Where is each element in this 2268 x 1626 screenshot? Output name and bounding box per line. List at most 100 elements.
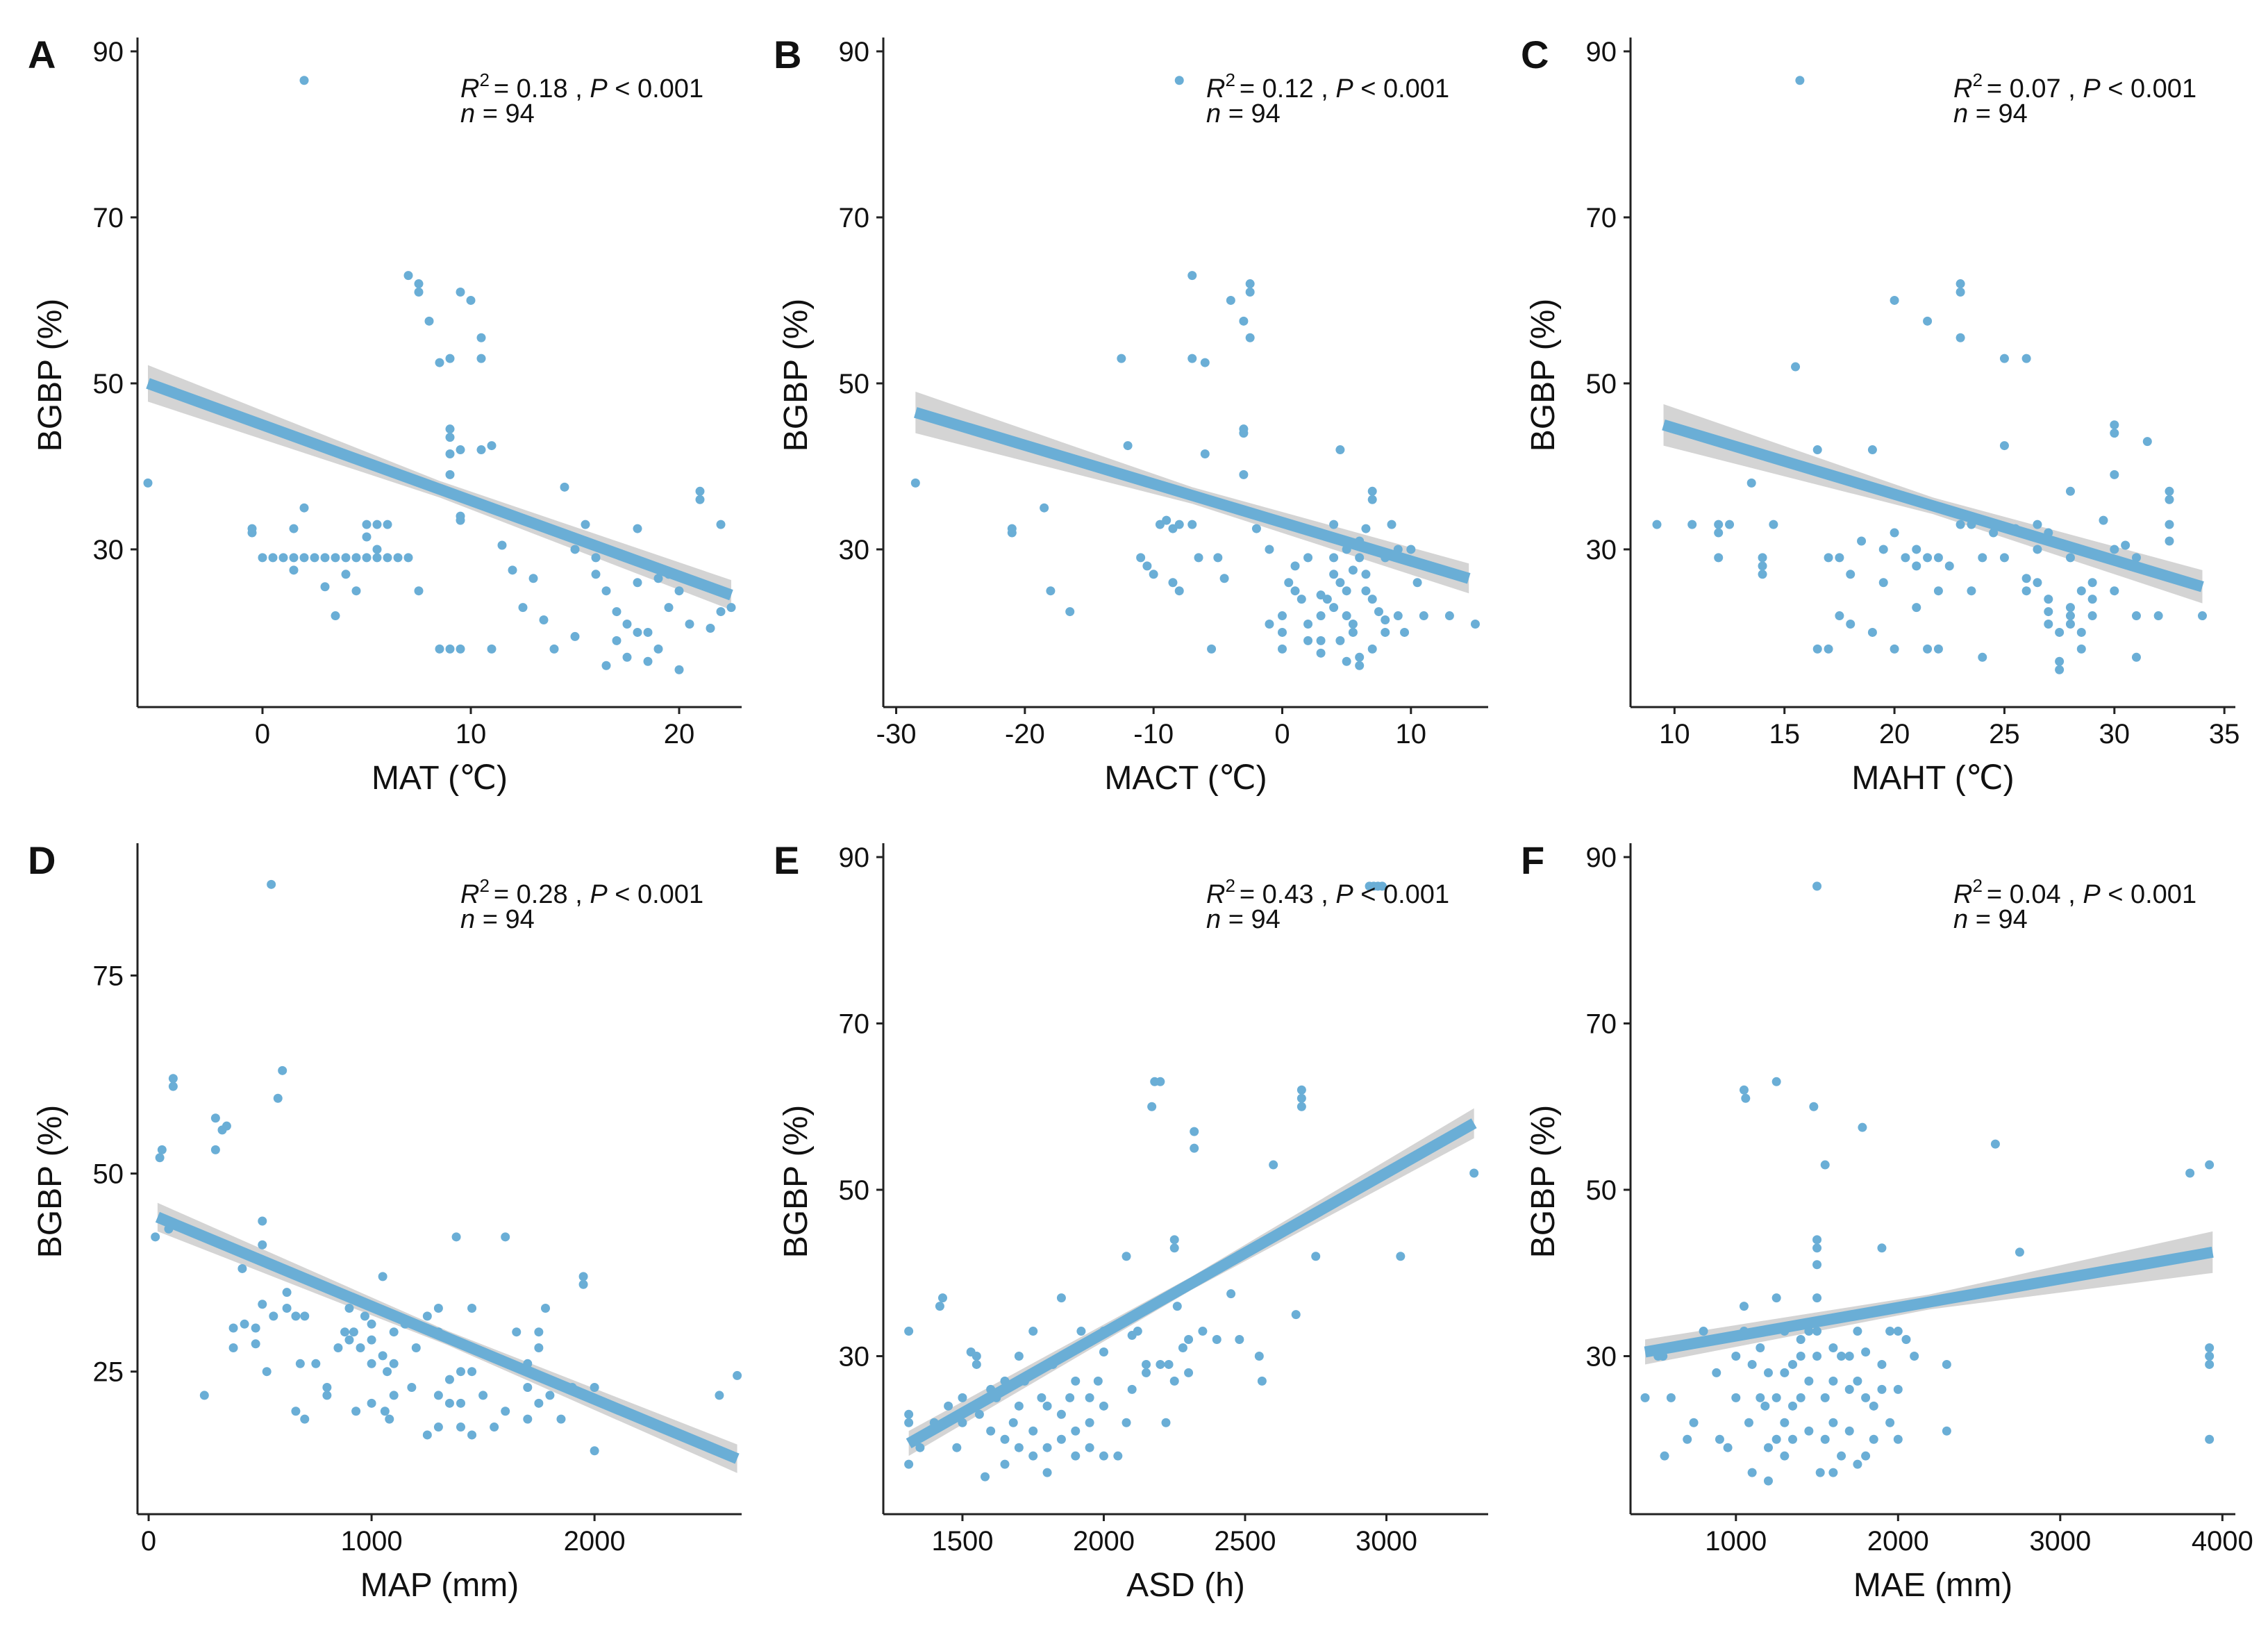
data-point [664,603,674,613]
data-point [2065,603,2075,613]
y-tick-label: 50 [839,369,870,399]
p-value: < 0.001 [1353,74,1449,103]
data-point [389,1327,399,1337]
data-point [467,1430,477,1440]
data-point [341,570,351,579]
data-point [1174,520,1184,529]
data-point [2165,520,2174,529]
data-point [695,495,705,504]
data-point [1303,620,1313,629]
data-point [2205,1343,2215,1352]
r2-value: = 0.28 , [494,880,590,909]
data-point [1769,520,1778,529]
data-point [2205,1351,2215,1361]
data-point [1739,1302,1749,1311]
data-point [1758,553,1767,563]
data-point [487,441,497,451]
data-point [1853,1327,1862,1336]
data-point [2021,574,2031,583]
data-point [904,1409,914,1419]
data-point [258,553,267,563]
data-point [456,1422,465,1432]
data-point [1265,545,1274,554]
x-tick-label: -10 [1133,719,1174,749]
n-value: = 94 [475,99,535,128]
data-point [1093,1376,1103,1386]
data-point [1715,1434,1724,1444]
data-point [487,644,497,654]
data-point [1071,1451,1081,1461]
data-point [356,1343,365,1352]
data-point [612,607,622,617]
data-point [1007,524,1017,533]
y-axis-title: BGBP (%) [778,1105,815,1259]
data-point [915,1443,925,1452]
data-point [590,1446,599,1456]
data-point [1367,495,1377,504]
data-point [467,1367,477,1377]
data-point [240,1319,249,1329]
data-point [367,1335,376,1345]
n-symbol: n [1953,99,1968,128]
data-point [380,1407,390,1416]
data-point [151,1232,160,1242]
data-point [1885,1327,1895,1336]
data-point [1923,553,1933,563]
data-point [456,1398,465,1408]
data-point [512,1327,522,1337]
data-point [1791,362,1801,372]
data-point [497,540,507,550]
data-point [1190,1127,1199,1136]
data-point [1804,1426,1814,1436]
data-point [591,570,601,579]
data-point [445,644,455,654]
data-point [2021,586,2031,596]
p-value: < 0.001 [1353,880,1449,909]
data-point [1290,561,1300,571]
data-point [1117,354,1126,363]
y-tick-label: 90 [839,843,870,873]
x-tick-label: 2500 [1214,1526,1276,1557]
data-point [362,532,372,542]
data-point [1763,1476,1773,1486]
data-point [1184,1335,1194,1345]
data-point [1812,1235,1822,1245]
y-axis-title: BGBP (%) [32,1105,69,1259]
data-point [1198,1327,1208,1336]
data-point [1190,1143,1199,1153]
data-point [262,1367,272,1377]
x-tick-label: 2000 [564,1526,626,1557]
data-point [501,1232,510,1242]
data-point [1113,1451,1123,1461]
data-point [1348,627,1358,637]
data-point [1213,553,1223,563]
r2-symbol: R [1206,74,1225,103]
regression-line [914,407,1471,584]
data-point [1756,1393,1765,1402]
data-point [1342,611,1351,621]
data-point [1771,1434,1781,1444]
data-point [1099,1451,1108,1461]
data-point [2033,545,2042,554]
n-annotation: n = 94 [1953,99,2028,128]
data-point [653,644,663,654]
data-point [1956,279,1965,289]
data-point [1367,486,1377,496]
data-point [466,295,476,305]
data-point [1245,333,1255,342]
data-point [1795,76,1805,85]
data-point [633,578,642,588]
r2-superscript: 2 [479,69,489,90]
data-point [1933,553,1943,563]
data-point [228,1323,238,1333]
data-point [1824,553,1833,563]
data-point [1820,1393,1830,1402]
data-point [1999,441,2009,451]
r2-symbol: R [1953,74,1972,103]
data-point [570,545,580,554]
data-point [1174,76,1184,85]
x-axis-title: MAHT (℃) [1851,760,2014,797]
x-axis-title: MACT (℃) [1104,760,1267,797]
data-point [2033,520,2042,529]
data-point [445,470,455,479]
